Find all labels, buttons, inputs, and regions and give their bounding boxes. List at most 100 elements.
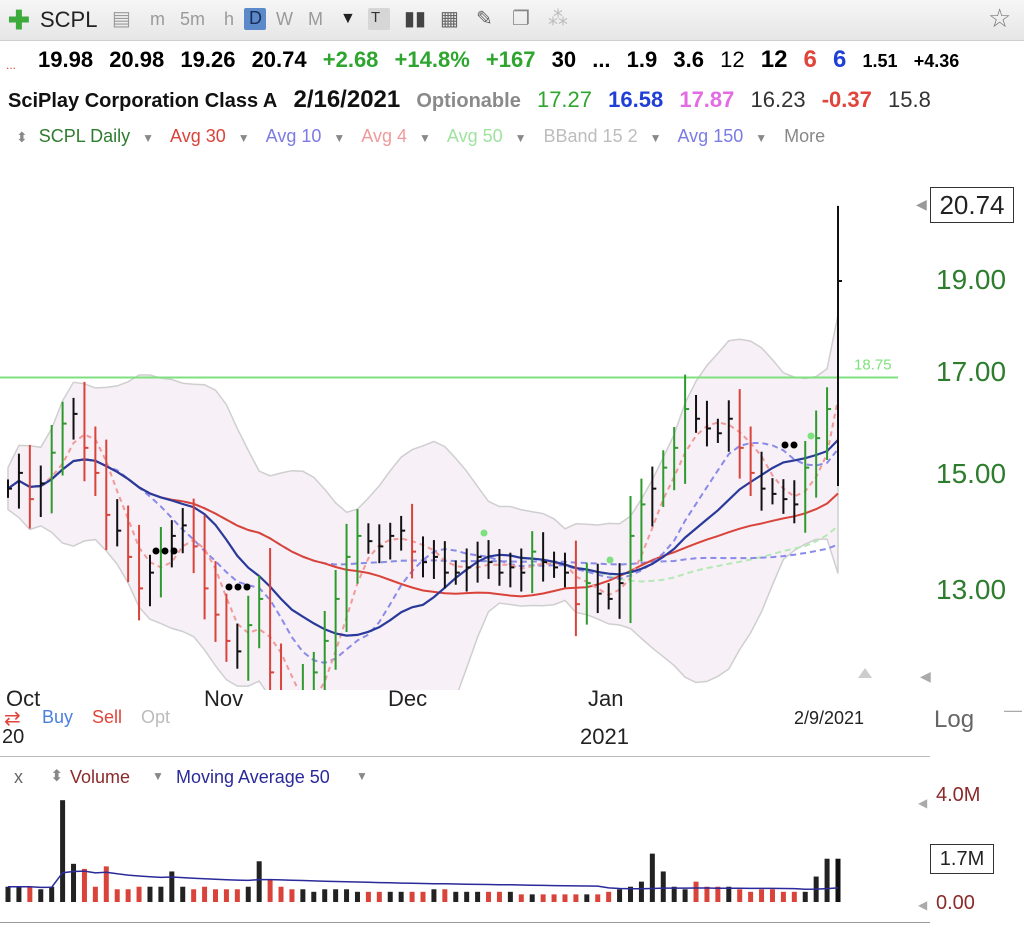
- drag-handle-icon[interactable]: ⬍: [50, 768, 64, 785]
- chevron-down-icon[interactable]: ▼: [649, 131, 662, 145]
- star-icon[interactable]: ☆: [988, 3, 1012, 33]
- volume-bar: [704, 886, 710, 902]
- interval-5m[interactable]: 5m: [180, 9, 206, 29]
- volume-bar: [628, 886, 633, 902]
- volume-chart[interactable]: [0, 790, 930, 906]
- buy-button[interactable]: Buy: [42, 707, 74, 727]
- signal-dot: [225, 583, 233, 591]
- info-v6: 15.8: [887, 87, 931, 112]
- close-panel-button[interactable]: x: [14, 767, 23, 787]
- hover-date: 2/9/2021: [794, 708, 865, 728]
- trade-arrows-icon[interactable]: ⇄: [4, 708, 21, 730]
- chevron-down-icon[interactable]: ▼: [152, 769, 164, 783]
- study-avg-30[interactable]: Avg 30: [170, 126, 226, 146]
- add-icon[interactable]: ✚: [8, 5, 30, 35]
- volume-bar: [60, 800, 66, 902]
- study-avg-150[interactable]: Avg 150: [677, 126, 744, 146]
- volume-bar: [169, 871, 175, 902]
- volume-bar: [780, 891, 786, 902]
- pointer-left-icon: ◀: [918, 898, 928, 912]
- candles-icon[interactable]: T: [368, 8, 390, 30]
- bollinger-band: [7, 314, 839, 690]
- interval-h[interactable]: h: [224, 9, 235, 29]
- study-avg-4[interactable]: Avg 4: [361, 126, 407, 146]
- volume-bar: [835, 858, 841, 902]
- studies-bar: ⬍ SCPL Daily ▼ Avg 30 ▼ Avg 10 ▼ Avg 4 ▼ Avg…: [16, 126, 833, 147]
- volume-bar: [322, 889, 328, 902]
- ma50-label[interactable]: Moving Average 50: [176, 767, 330, 787]
- chevron-down-icon[interactable]: ▼: [418, 131, 431, 145]
- grid-icon[interactable]: ▦: [440, 8, 459, 30]
- price-chart[interactable]: 18.75: [0, 150, 930, 690]
- volume-bar: [496, 891, 502, 902]
- volume-bar: [409, 891, 415, 902]
- quote-open: 19.98: [38, 47, 94, 72]
- quote-f3: 1.9: [626, 47, 658, 72]
- chevron-down-icon[interactable]: ▼: [142, 131, 155, 145]
- interval-mo[interactable]: M: [308, 9, 323, 29]
- volume-label[interactable]: Volume: [70, 767, 131, 787]
- volume-bar: [49, 886, 55, 902]
- interval-w[interactable]: W: [276, 9, 293, 29]
- interval-m[interactable]: m: [150, 9, 165, 29]
- volume-bar: [529, 894, 535, 902]
- volume-axis-label: 0.00: [936, 892, 975, 914]
- share-icon[interactable]: ⁂: [548, 8, 568, 30]
- chevron-down-icon[interactable]: ▼: [237, 131, 250, 145]
- volume-bar: [289, 889, 295, 902]
- volume-bar: [562, 894, 568, 902]
- study-avg-50[interactable]: Avg 50: [446, 126, 503, 146]
- chevron-down-icon[interactable]: ▼: [514, 131, 527, 145]
- volume-ma-line: [8, 870, 839, 890]
- volume-bar: [442, 889, 448, 902]
- notes-icon[interactable]: ❐: [512, 8, 530, 30]
- study-more[interactable]: More: [784, 126, 826, 146]
- volume-bar: [38, 889, 44, 902]
- symbol-input[interactable]: SCPL: [40, 7, 98, 32]
- volume-bar: [125, 889, 131, 902]
- info-v2: 16.58: [608, 87, 664, 112]
- signal-dot: [161, 547, 169, 555]
- chevron-down-icon[interactable]: ▼: [333, 131, 346, 145]
- study-bband[interactable]: BBand 15 2: [543, 126, 638, 146]
- bollinger-band-area: [7, 314, 839, 690]
- sell-button[interactable]: Sell: [92, 707, 123, 727]
- price-axis-label: 13.00: [936, 574, 1007, 605]
- chevron-down-icon[interactable]: ▼: [340, 10, 356, 27]
- volume-bar: [748, 891, 754, 902]
- log-scale-button[interactable]: Log: [934, 706, 975, 733]
- volume-bar: [791, 891, 797, 902]
- volume-bar: [213, 889, 218, 902]
- volume-bar: [71, 863, 77, 902]
- volume-bar: [333, 889, 339, 902]
- price-axis-label: 15.00: [936, 458, 1007, 489]
- layout-icon[interactable]: ▤: [112, 8, 131, 30]
- pointer-left-icon: ◀: [918, 796, 928, 810]
- time-axis-label: Oct: [6, 686, 41, 711]
- draw-icon[interactable]: ✎: [476, 8, 493, 30]
- bars-icon[interactable]: ▮▮: [404, 8, 427, 30]
- volume-bar: [420, 891, 426, 902]
- drag-handle-icon[interactable]: ⬍: [16, 129, 28, 145]
- scroll-up-icon[interactable]: [858, 668, 872, 678]
- quote-f2: ...: [592, 47, 611, 72]
- volume-bar: [234, 889, 240, 902]
- separator-icon: ―: [1004, 700, 1022, 720]
- resistance-line-label: 18.75: [854, 357, 892, 374]
- volume-bar: [344, 889, 350, 902]
- chevron-down-icon[interactable]: ▼: [755, 131, 768, 145]
- interval-d-active[interactable]: D: [244, 8, 266, 30]
- opt-button[interactable]: Opt: [141, 707, 171, 727]
- study-avg-10[interactable]: Avg 10: [265, 126, 322, 146]
- signal-dot: [170, 547, 178, 555]
- quote-vol-pct: +167: [485, 47, 536, 72]
- study-scpl-daily[interactable]: SCPL Daily: [38, 126, 131, 146]
- year-label: 2021: [580, 724, 629, 749]
- volume-bar: [486, 891, 492, 902]
- chevron-down-icon[interactable]: ▼: [356, 769, 368, 783]
- volume-bar: [300, 889, 306, 902]
- volume-bars: [5, 800, 841, 902]
- volume-bar: [715, 886, 721, 902]
- volume-bar: [759, 889, 765, 902]
- company-name: SciPlay Corporation Class A: [8, 90, 278, 112]
